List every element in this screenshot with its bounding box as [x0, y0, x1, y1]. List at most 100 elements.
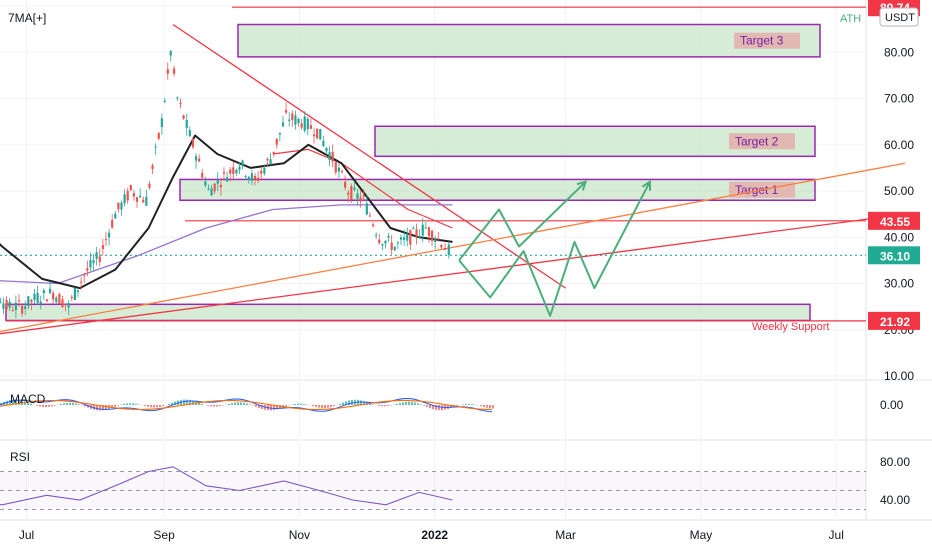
- macd-histogram-bar: [183, 399, 185, 405]
- candle-body: [281, 122, 285, 127]
- macd-histogram-bar: [417, 403, 419, 405]
- candle-body: [64, 304, 67, 306]
- candle-body: [263, 167, 266, 174]
- candle-body: [343, 181, 347, 188]
- candle-body: [95, 252, 98, 259]
- macd-histogram-bar: [39, 405, 41, 407]
- candle-body: [427, 227, 431, 236]
- candle-body: [250, 173, 254, 181]
- macd-histogram-bar: [231, 403, 233, 405]
- macd-histogram-bar: [456, 405, 458, 407]
- macd-histogram-bar: [360, 400, 362, 405]
- time-tick-label: 2022: [421, 528, 448, 542]
- projection-arrow-a: [576, 180, 588, 191]
- price-tick-label: 40.00: [884, 230, 914, 244]
- candle-body: [362, 195, 365, 197]
- macd-histogram-bar: [273, 405, 275, 411]
- target-label-bg: [729, 133, 795, 150]
- macd-histogram-bar: [24, 401, 26, 405]
- macd-histogram-bar: [162, 405, 164, 407]
- candle-body: [83, 273, 86, 276]
- macd-histogram-bar: [405, 401, 407, 405]
- macd-histogram-bar: [60, 403, 62, 405]
- time-tick-label: May: [690, 528, 713, 542]
- macd-histogram-bar: [312, 405, 314, 407]
- candle-body: [440, 244, 443, 248]
- candle-body: [98, 256, 101, 263]
- candle-body: [207, 188, 210, 190]
- candle-body: [145, 196, 148, 206]
- candle-body: [300, 123, 303, 128]
- grid-lines: [0, 0, 932, 521]
- macd-histogram-bar: [327, 405, 329, 408]
- macd-histogram-bar: [435, 405, 437, 410]
- target-label: Target 3: [740, 34, 784, 48]
- macd-histogram-bar: [48, 405, 50, 407]
- candle-body: [188, 130, 191, 137]
- macd-histogram-bar: [348, 400, 350, 405]
- candle-body: [52, 292, 55, 300]
- candle-body: [334, 162, 337, 173]
- candle-body: [151, 165, 154, 169]
- candle-body: [70, 296, 73, 299]
- macd-histogram-bar: [147, 405, 149, 407]
- candle-body: [142, 199, 145, 203]
- macd-histogram-bar: [219, 405, 221, 407]
- candle-body: [316, 128, 319, 139]
- candle-body: [359, 197, 362, 202]
- candle-body: [148, 183, 151, 188]
- candle-body: [275, 138, 278, 145]
- time-tick-label: Jul: [829, 528, 844, 542]
- macd-histogram-bar: [351, 399, 353, 405]
- currency-label: USDT: [885, 12, 915, 24]
- candle-body: [86, 268, 89, 271]
- candle-body: [222, 171, 226, 174]
- candle-body: [247, 176, 250, 181]
- macd-histogram-bar: [114, 405, 116, 407]
- macd-histogram-bar: [300, 403, 302, 405]
- candle-body: [216, 180, 219, 184]
- macd-histogram-bar: [423, 405, 425, 406]
- macd-histogram-bar: [246, 403, 248, 405]
- macd-histogram-bar: [168, 403, 170, 405]
- macd-histogram-bar: [432, 405, 434, 410]
- macd-histogram-bar: [483, 405, 485, 407]
- target-zone: [237, 23, 821, 58]
- candle-body: [198, 158, 201, 162]
- candle-body: [381, 244, 384, 246]
- candle-body: [104, 239, 108, 241]
- macd-histogram-bar: [192, 400, 194, 405]
- candle-body: [403, 237, 406, 240]
- candle-body: [319, 129, 322, 140]
- candle-body: [157, 132, 160, 139]
- candle-body: [27, 296, 30, 307]
- candle-body: [111, 220, 114, 228]
- candle-body: [182, 115, 185, 119]
- sub-panes: [0, 397, 866, 510]
- macd-histogram-bar: [387, 405, 389, 406]
- candle-body: [331, 151, 334, 162]
- candle-body: [288, 119, 291, 121]
- macd-histogram-bar: [54, 405, 56, 406]
- macd-histogram-bar: [72, 402, 74, 405]
- rsi-tick-label: 40.00: [880, 493, 910, 507]
- candle-body: [437, 238, 440, 240]
- candle-body: [418, 235, 421, 238]
- candle-body: [347, 192, 350, 195]
- candle-body: [309, 125, 313, 129]
- candle-body: [447, 244, 450, 256]
- projection-paths: [458, 179, 652, 317]
- macd-histogram-bar: [369, 403, 371, 405]
- macd-histogram-bar: [9, 400, 11, 405]
- macd-histogram-bar: [15, 399, 17, 405]
- macd-histogram-bar: [174, 401, 176, 405]
- target-label: Target 1: [735, 183, 779, 197]
- macd-histogram-bar: [420, 404, 422, 405]
- candle-body: [129, 185, 132, 190]
- candle-body: [61, 299, 64, 308]
- macd-histogram-bar: [189, 400, 191, 405]
- price-tick-label: 60.00: [884, 138, 914, 152]
- macd-line: [0, 397, 493, 413]
- price-tick-label: 30.00: [884, 277, 914, 291]
